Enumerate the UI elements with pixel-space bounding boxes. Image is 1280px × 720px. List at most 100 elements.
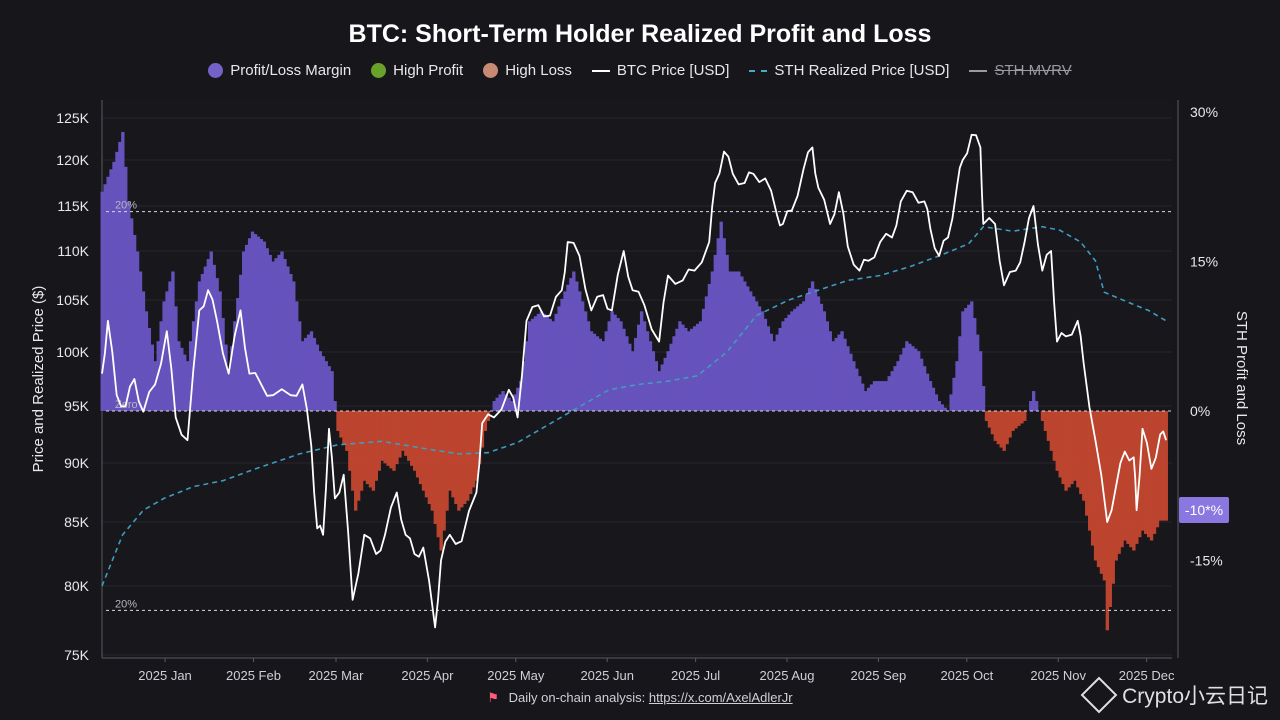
profit-margin-bar	[648, 341, 653, 411]
loss-margin-bar	[987, 411, 992, 428]
btc-price-line	[101, 133, 1167, 629]
profit-margin-bar	[840, 331, 844, 411]
loss-margin-bar	[339, 411, 343, 438]
profit-margin-bar	[619, 321, 623, 411]
legend-item-sth-mvrv[interactable]: STH MVRV	[969, 62, 1072, 79]
loss-margin-bar	[1002, 411, 1006, 451]
profit-margin-bar	[103, 184, 107, 411]
profit-margin-bar	[837, 334, 841, 411]
y-left-tick-label: 80K	[64, 578, 90, 594]
profit-margin-bar	[654, 361, 659, 411]
x-tick-label: 2025 May	[487, 668, 545, 683]
profit-margin-bar	[787, 314, 791, 411]
x-tick-label: 2025 Jun	[580, 668, 634, 683]
profit-margin-bar	[693, 326, 697, 411]
profit-margin-bar	[698, 321, 703, 411]
y-right-tick-label: 30%	[1190, 104, 1218, 120]
profit-margin-bar	[878, 381, 883, 411]
profit-margin-bar	[200, 273, 205, 411]
profit-margin-bar	[639, 311, 644, 411]
profit-margin-bar	[716, 238, 720, 411]
profit-margin-bar	[778, 327, 782, 411]
profit-margin-bar	[283, 259, 287, 411]
profit-margin-bar	[1029, 401, 1033, 411]
profit-margin-bar	[805, 294, 809, 411]
profit-margin-bar	[578, 291, 582, 411]
legend-item-sth-realized-price[interactable]: STH Realized Price [USD]	[749, 62, 949, 79]
y-left-tick-label: 85K	[64, 514, 90, 530]
profit-margin-bar	[280, 251, 284, 411]
loss-margin-bar	[1155, 411, 1160, 528]
profit-margin-bar	[530, 318, 535, 411]
loss-margin-bar	[1005, 411, 1009, 445]
profit-margin-bar	[634, 337, 638, 411]
profit-margin-bar	[504, 394, 508, 411]
sth-realized-price-line	[101, 225, 1167, 587]
profit-margin-bar	[637, 324, 641, 411]
profit-margin-bar	[919, 358, 924, 411]
profit-margin-bar	[138, 271, 143, 411]
legend-item-profit-loss-margin[interactable]: Profit/Loss Margin	[208, 62, 351, 79]
profit-margin-bar	[766, 326, 771, 411]
loss-margin-bar	[1020, 411, 1024, 424]
loss-margin-bar	[1011, 411, 1015, 431]
legend-swatch-high-profit	[371, 63, 387, 78]
profit-margin-bar	[259, 239, 264, 411]
profit-margin-bar	[955, 361, 959, 411]
profit-margin-bar	[183, 354, 187, 411]
legend-label-high-profit: High Profit	[393, 62, 464, 79]
x-tick-label: 2025 Jul	[671, 668, 720, 683]
profit-margin-bar	[690, 328, 694, 411]
profit-margin-bar	[928, 381, 933, 411]
loss-margin-bar	[424, 411, 429, 498]
profit-margin-bar	[843, 338, 847, 411]
profit-margin-bar	[958, 336, 962, 411]
footer-link[interactable]: https://x.com/AxelAdlerJr	[648, 690, 793, 705]
profit-margin-bar	[890, 371, 894, 411]
profit-margin-bar	[583, 311, 588, 411]
loss-margin-bar	[392, 411, 396, 471]
profit-margin-bar	[563, 291, 567, 411]
profit-margin-bar	[188, 341, 193, 411]
loss-margin-bar	[1052, 411, 1056, 461]
profit-margin-bar	[669, 343, 673, 411]
profit-margin-bar	[902, 347, 906, 411]
profit-margin-bar	[524, 341, 529, 411]
profit-margin-bar	[230, 346, 234, 411]
profit-margin-bar	[312, 337, 317, 411]
legend-item-btc-price[interactable]: BTC Price [USD]	[591, 62, 729, 79]
profit-margin-bar	[109, 169, 113, 411]
profit-margin-bar	[713, 254, 717, 411]
legend-item-high-profit[interactable]: High Profit	[371, 62, 463, 79]
profit-margin-bar	[884, 381, 888, 411]
profit-margin-bar	[678, 321, 682, 411]
profit-margin-bar	[106, 176, 110, 411]
profit-margin-bar	[327, 366, 331, 411]
y-left-axis-title: Price and Realized Price ($)	[30, 286, 47, 473]
profit-margin-bar	[171, 271, 175, 411]
legend-label-sth-mvrv: STH MVRV	[994, 62, 1072, 79]
profit-margin-bar	[684, 327, 688, 411]
profit-margin-bar	[306, 334, 311, 411]
profit-margin-bar	[849, 353, 853, 411]
current-margin-badge-label: -10*%	[1185, 502, 1223, 518]
loss-margin-bar	[345, 411, 349, 451]
loss-margin-bar	[433, 411, 437, 524]
legend-label-sth-realized-price: STH Realized Price [USD]	[774, 62, 950, 79]
profit-margin-bar	[749, 291, 753, 411]
profit-margin-bar	[905, 341, 909, 411]
profit-margin-bar	[846, 346, 850, 411]
legend-item-high-loss[interactable]: High Loss	[483, 62, 572, 79]
profit-margin-bar	[298, 321, 302, 411]
profit-margin-bar	[775, 334, 779, 411]
loss-margin-bar	[483, 411, 488, 431]
loss-margin-bar	[1164, 411, 1168, 521]
loss-margin-bar	[427, 411, 432, 505]
profit-margin-bar	[793, 308, 797, 411]
y-left-tick-label: 100K	[56, 344, 89, 360]
profit-margin-bar	[861, 383, 865, 411]
loss-margin-bar	[1008, 411, 1012, 438]
profit-margin-bar	[731, 271, 735, 411]
loss-margin-bar	[351, 411, 355, 491]
loss-margin-bar	[430, 411, 435, 511]
